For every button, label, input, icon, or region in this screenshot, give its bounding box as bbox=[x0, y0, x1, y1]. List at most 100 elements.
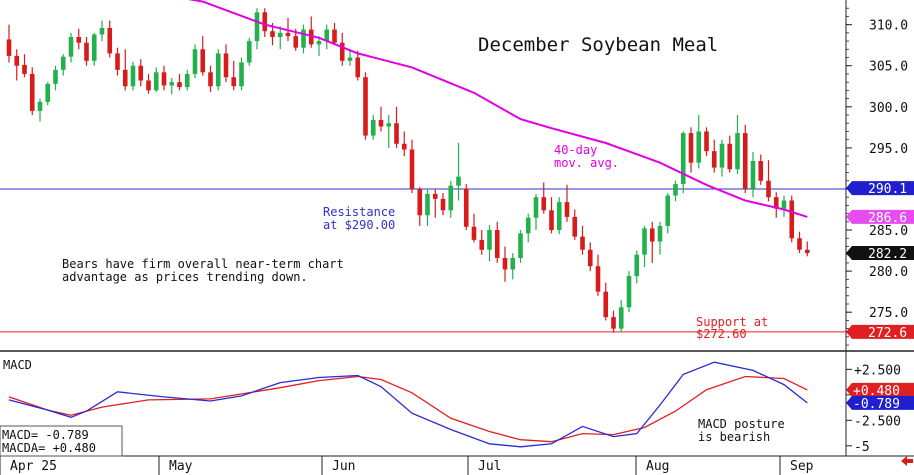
macd-note-line1: MACD posture bbox=[698, 417, 785, 431]
candle-body bbox=[456, 176, 461, 186]
candle-body bbox=[494, 230, 500, 258]
candle-body bbox=[711, 151, 717, 168]
candle-body bbox=[649, 228, 655, 242]
candle-body bbox=[215, 53, 221, 87]
candle-body bbox=[727, 143, 733, 170]
candle-body bbox=[409, 149, 415, 189]
candle-body bbox=[603, 291, 609, 318]
candle-body bbox=[742, 133, 748, 189]
candle-body bbox=[719, 143, 725, 168]
candle-body bbox=[301, 29, 306, 48]
price-tick-label: 295.0 bbox=[869, 142, 908, 157]
candle-body bbox=[138, 65, 144, 81]
candle-body bbox=[208, 72, 213, 87]
candle-body bbox=[696, 131, 702, 163]
scroll-left-arrow-icon[interactable] bbox=[901, 456, 913, 466]
commentary-line2: advantage as prices trending down. bbox=[62, 270, 308, 284]
candle-body bbox=[510, 257, 516, 270]
candle-body bbox=[347, 57, 353, 61]
candle-body bbox=[797, 238, 802, 250]
candle-body bbox=[99, 27, 105, 35]
price-tick-label: 310.0 bbox=[869, 19, 908, 34]
candle-body bbox=[471, 226, 477, 240]
candle-body bbox=[758, 161, 764, 181]
macd-tick-label: -2.500 bbox=[854, 414, 901, 429]
candle-body bbox=[29, 73, 35, 111]
candle-body bbox=[626, 276, 632, 308]
candle-body bbox=[611, 317, 616, 329]
candle-body bbox=[68, 36, 74, 57]
candle-body bbox=[750, 161, 756, 189]
candle-body bbox=[401, 143, 407, 150]
candle-body bbox=[804, 249, 810, 254]
candle-body bbox=[487, 230, 492, 250]
candle-body bbox=[60, 56, 66, 70]
date-label: Jul bbox=[478, 459, 501, 474]
price-tick-label: 285.0 bbox=[869, 224, 908, 239]
candle-body bbox=[254, 12, 260, 42]
resistance-label-line2: at $290.00 bbox=[323, 218, 395, 232]
price-tag-bg bbox=[846, 246, 914, 261]
macd-readout-box bbox=[0, 425, 123, 457]
ma-label-line2: mov. avg. bbox=[554, 156, 619, 170]
candle-body bbox=[665, 195, 671, 226]
price-tag: 286.6 bbox=[868, 211, 907, 226]
macd-tag: +0.480 bbox=[853, 384, 900, 399]
price-tag-bg bbox=[846, 209, 914, 224]
price-tick-label: 305.0 bbox=[869, 60, 908, 75]
candle-body bbox=[556, 202, 562, 231]
candle-body bbox=[177, 82, 182, 88]
candle-body bbox=[37, 101, 43, 111]
candle-body bbox=[339, 42, 345, 61]
candle-body bbox=[246, 41, 252, 63]
price-tag: 290.1 bbox=[868, 182, 907, 197]
candle-body bbox=[6, 39, 12, 56]
candle-body bbox=[688, 133, 694, 163]
candle-body bbox=[169, 82, 175, 86]
candle-body bbox=[735, 133, 740, 170]
candle-body bbox=[370, 119, 376, 136]
price-tick-label: 300.0 bbox=[869, 101, 908, 116]
candle-body bbox=[642, 228, 647, 255]
candle-body bbox=[115, 53, 120, 70]
candle-body bbox=[440, 198, 446, 211]
price-tag: 272.6 bbox=[868, 326, 907, 341]
candle-body bbox=[130, 65, 136, 87]
candle-body bbox=[270, 31, 275, 37]
price-tag-bg bbox=[846, 181, 914, 196]
candle-body bbox=[146, 80, 151, 91]
candle-body bbox=[14, 55, 20, 66]
candle-body bbox=[595, 266, 601, 292]
date-label: Apr 25 bbox=[10, 459, 57, 474]
support-label-line2: $272.60 bbox=[696, 327, 747, 341]
candle-body bbox=[425, 193, 430, 216]
candle-body bbox=[704, 131, 709, 152]
candle-body bbox=[533, 197, 539, 218]
candle-body bbox=[518, 233, 523, 258]
candle-body bbox=[479, 239, 485, 250]
macd-panel-label: MACD bbox=[3, 358, 32, 372]
chart-title: December Soybean Meal bbox=[478, 34, 718, 56]
candle-body bbox=[231, 77, 237, 87]
candle-body bbox=[634, 254, 640, 277]
candle-body bbox=[324, 29, 330, 42]
resistance-label-line1: Resistance bbox=[323, 205, 395, 219]
macd-readout-value: MACD= -0.789 bbox=[2, 428, 89, 442]
price-tag: 282.2 bbox=[868, 247, 907, 262]
date-label: Aug bbox=[646, 459, 669, 474]
moving-average-40-line bbox=[188, 0, 808, 218]
candle-body bbox=[657, 225, 663, 242]
candle-body bbox=[91, 34, 97, 61]
candle-body bbox=[766, 180, 771, 198]
date-label: Jun bbox=[332, 459, 355, 474]
candle-body bbox=[184, 73, 190, 88]
candle-body bbox=[541, 197, 547, 211]
candle-body bbox=[153, 72, 159, 91]
candle-body bbox=[525, 217, 531, 234]
price-tags: 290.1 286.6 282.2 272.6 +0.480-0.789 bbox=[846, 181, 914, 412]
macd-tick-label: +2.500 bbox=[854, 363, 901, 378]
candle-body bbox=[22, 64, 27, 74]
price-panel bbox=[0, 0, 846, 350]
